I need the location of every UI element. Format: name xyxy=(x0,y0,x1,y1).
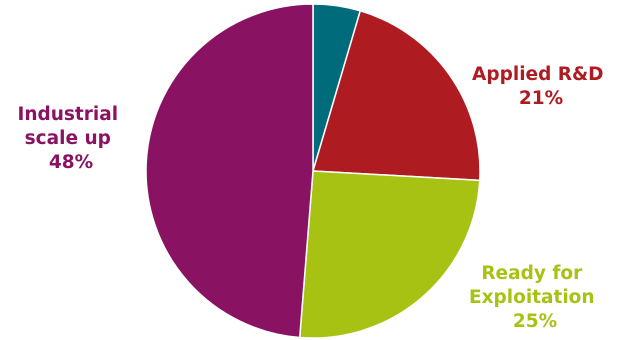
label-industrial-scale-up: Industrial scale up 48% xyxy=(17,104,124,173)
slices-layer xyxy=(145,3,481,339)
label-applied-rd: Applied R&D 21% xyxy=(472,64,610,109)
slice-applied-rd xyxy=(312,9,481,182)
slice-ready-for-exploitation xyxy=(298,170,481,339)
label-ready-for-exploitation: Ready for Exploitation 25% xyxy=(469,263,601,332)
slice-industrial-scale-up xyxy=(145,3,314,339)
